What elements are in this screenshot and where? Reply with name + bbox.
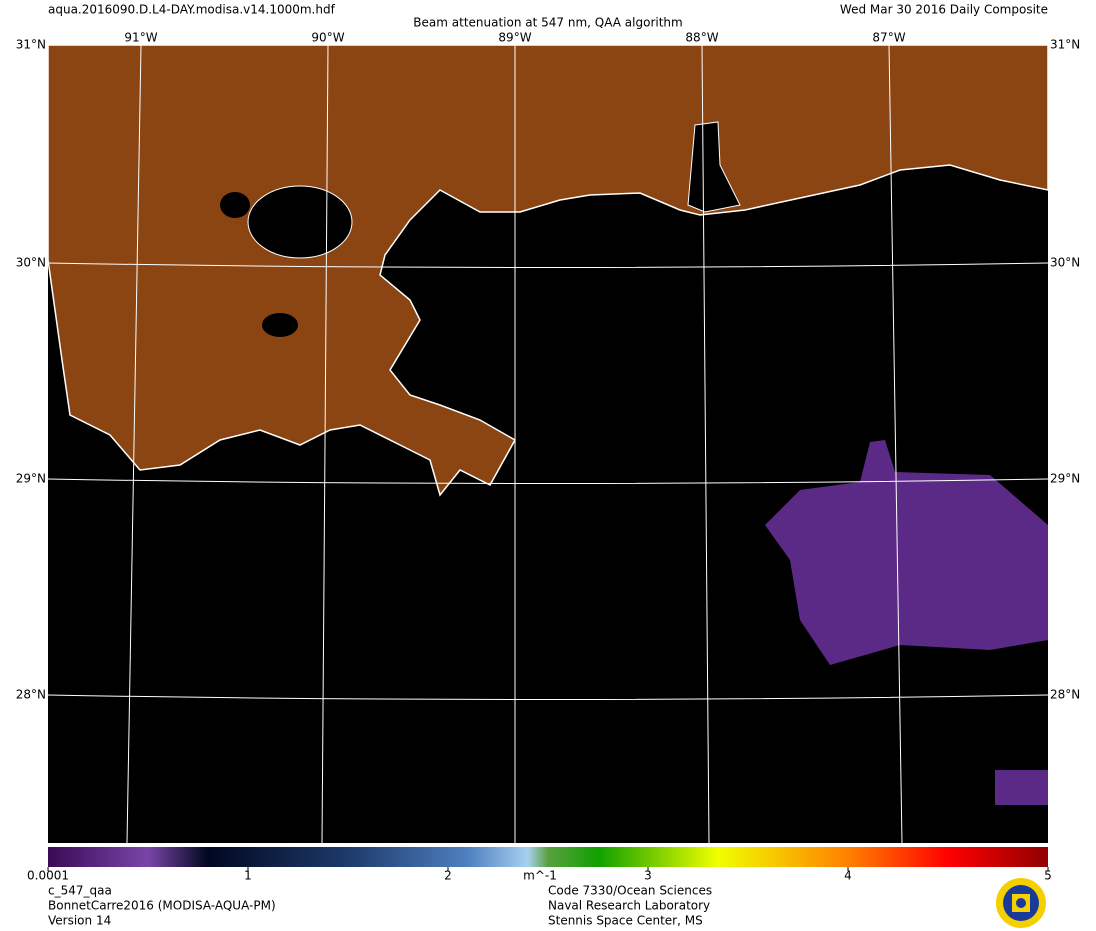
lon-label: 91°W [124,31,157,45]
lake [262,313,298,337]
colorbar-ticks: 0.0001 1 2 3 4 5 [27,867,1052,883]
attenuation-patch [765,440,1048,665]
meridian [321,44,329,844]
colorbar [48,847,1048,867]
org-line: Naval Research Laboratory [548,899,710,913]
lat-label: 28°N [1050,688,1080,702]
lon-label: 88°W [685,31,718,45]
lat-label: 29°N [1050,472,1080,486]
parallel [47,262,1049,268]
lat-label: 29°N [16,472,46,486]
meridian [126,44,142,844]
meridian [701,44,710,844]
colorbar-tick-label: 2 [444,869,452,883]
lon-label: 87°W [872,31,905,45]
product: c_547_qaa [48,884,112,898]
logo [996,878,1046,928]
attenuation-patch [995,770,1048,805]
org-line: Stennis Space Center, MS [548,914,703,928]
colorbar-unit: m^-1 [523,869,557,883]
map [47,44,1049,844]
lon-label: 90°W [311,31,344,45]
colorbar-tick-label: 1 [244,869,252,883]
land [47,44,1049,497]
lat-label: 30°N [1050,256,1080,270]
parallel [47,478,1049,484]
lat-label: 28°N [16,688,46,702]
title: Beam attenuation at 547 nm, QAA algorith… [413,16,682,30]
dataset: BonnetCarre2016 (MODISA-AQUA-PM) [48,899,276,913]
file-name: aqua.2016090.D.L4-DAY.modisa.v14.1000m.h… [48,3,336,17]
colorbar-tick-label: 0.0001 [27,869,69,883]
colorbar-tick-label: 4 [844,869,852,883]
colorbar-tick-label: 5 [1044,869,1052,883]
date: Wed Mar 30 2016 Daily Composite [840,3,1048,17]
version: Version 14 [48,914,111,928]
graticule [47,44,1049,844]
lon-label: 89°W [498,31,531,45]
lat-label: 30°N [16,256,46,270]
lake [220,192,250,218]
org-line: Code 7330/Ocean Sciences [548,884,712,898]
bay [687,121,741,213]
lat-label: 31°N [1050,38,1080,52]
colorbar-tick-label: 3 [644,869,652,883]
lat-label: 31°N [16,38,46,52]
parallel [47,694,1049,700]
meridian [888,44,903,844]
lake [247,185,353,259]
